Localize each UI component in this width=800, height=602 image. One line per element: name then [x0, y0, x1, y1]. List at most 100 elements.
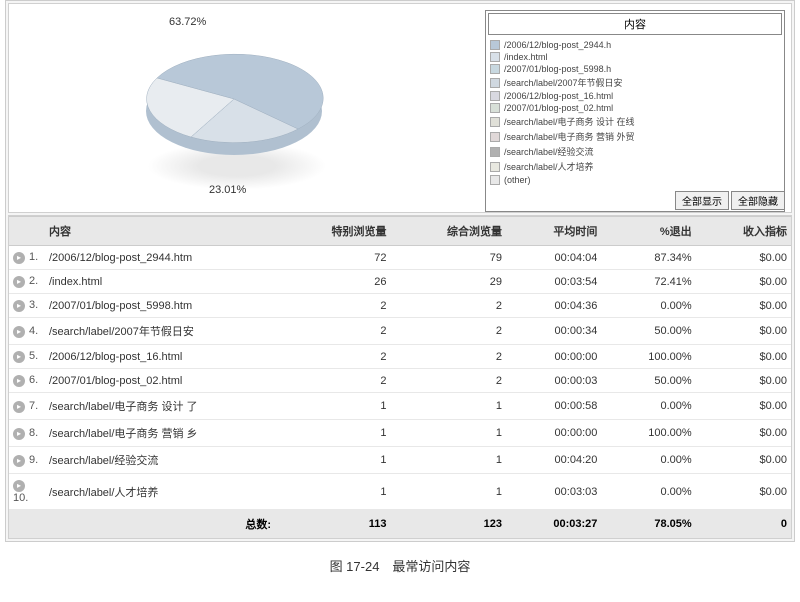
legend-item[interactable]: /search/label/电子商务 设计 在线	[490, 114, 780, 129]
legend-text: /search/label/人才培养	[504, 160, 594, 173]
row-uv: 2	[275, 345, 390, 369]
legend-text: /2006/12/blog-post_16.html	[504, 91, 613, 101]
row-index: ▸1.	[9, 246, 45, 270]
row-exit: 50.00%	[601, 369, 695, 393]
row-path[interactable]: /index.html	[45, 270, 275, 294]
legend-item[interactable]: /2007/01/blog-post_02.html	[490, 102, 780, 114]
row-path[interactable]: /search/label/经验交流	[45, 447, 275, 474]
row-index: ▸8.	[9, 420, 45, 447]
footer-rev: 0	[696, 510, 791, 539]
legend-swatch	[490, 103, 500, 113]
row-path[interactable]: /2007/01/blog-post_02.html	[45, 369, 275, 393]
expand-icon[interactable]: ▸	[13, 252, 25, 264]
row-path[interactable]: /search/label/2007年节假日安	[45, 318, 275, 345]
legend-item[interactable]: /search/label/经验交流	[490, 144, 780, 159]
row-exit: 100.00%	[601, 345, 695, 369]
table-row[interactable]: ▸9./search/label/经验交流1100:04:200.00%$0.0…	[9, 447, 791, 474]
row-tv: 1	[390, 393, 505, 420]
th-avg-time[interactable]: 平均时间	[506, 217, 601, 246]
row-exit: 100.00%	[601, 420, 695, 447]
legend-text: /2007/01/blog-post_02.html	[504, 103, 613, 113]
table-row[interactable]: ▸4./search/label/2007年节假日安2200:00:3450.0…	[9, 318, 791, 345]
row-time: 00:03:54	[506, 270, 601, 294]
table-row[interactable]: ▸5./2006/12/blog-post_16.html2200:00:001…	[9, 345, 791, 369]
row-exit: 0.00%	[601, 393, 695, 420]
row-rev: $0.00	[696, 474, 791, 510]
row-rev: $0.00	[696, 447, 791, 474]
legend-item[interactable]: /index.html	[490, 51, 780, 63]
th-unique-views[interactable]: 特别浏览量	[275, 217, 390, 246]
row-tv: 29	[390, 270, 505, 294]
table-footer-row: 总数: 113 123 00:03:27 78.05% 0	[9, 510, 791, 539]
expand-icon[interactable]: ▸	[13, 375, 25, 387]
table-row[interactable]: ▸1./2006/12/blog-post_2944.htm727900:04:…	[9, 246, 791, 270]
row-uv: 1	[275, 393, 390, 420]
legend-swatch	[490, 91, 500, 101]
row-time: 00:00:00	[506, 420, 601, 447]
th-content[interactable]: 内容	[45, 217, 275, 246]
legend-item[interactable]: /2007/01/blog-post_5998.h	[490, 63, 780, 75]
expand-icon[interactable]: ▸	[13, 428, 25, 440]
th-total-views[interactable]: 综合浏览量	[390, 217, 505, 246]
expand-icon[interactable]: ▸	[13, 300, 25, 312]
row-rev: $0.00	[696, 345, 791, 369]
footer-time: 00:03:27	[506, 510, 601, 539]
table-row[interactable]: ▸6./2007/01/blog-post_02.html2200:00:035…	[9, 369, 791, 393]
show-all-button[interactable]: 全部显示	[675, 191, 729, 210]
table-row[interactable]: ▸3./2007/01/blog-post_5998.htm2200:04:36…	[9, 294, 791, 318]
row-exit: 0.00%	[601, 294, 695, 318]
pie-svg	[139, 34, 329, 174]
table-row[interactable]: ▸10./search/label/人才培养1100:03:030.00%$0.…	[9, 474, 791, 510]
row-exit: 72.41%	[601, 270, 695, 294]
report-container: 63.72%23.01% 内容 /2006/12/blog-post_2944.…	[5, 0, 795, 542]
table-row[interactable]: ▸2./index.html262900:03:5472.41%$0.00	[9, 270, 791, 294]
row-rev: $0.00	[696, 246, 791, 270]
table-row[interactable]: ▸7./search/label/电子商务 设计 了1100:00:580.00…	[9, 393, 791, 420]
legend-swatch	[490, 132, 500, 142]
row-index: ▸5.	[9, 345, 45, 369]
row-index: ▸10.	[9, 474, 45, 510]
legend-item[interactable]: /search/label/2007年节假日安	[490, 75, 780, 90]
table-row[interactable]: ▸8./search/label/电子商务 营销 乡1100:00:00100.…	[9, 420, 791, 447]
row-rev: $0.00	[696, 369, 791, 393]
row-path[interactable]: /search/label/电子商务 营销 乡	[45, 420, 275, 447]
legend-item[interactable]: /2006/12/blog-post_2944.h	[490, 39, 780, 51]
row-time: 00:04:36	[506, 294, 601, 318]
expand-icon[interactable]: ▸	[13, 480, 25, 492]
footer-uv: 113	[275, 510, 390, 539]
data-table-panel: 内容 特别浏览量 综合浏览量 平均时间 %退出 收入指标 ▸1./2006/12…	[8, 215, 792, 539]
th-revenue[interactable]: 收入指标	[696, 217, 791, 246]
legend-item[interactable]: /search/label/电子商务 营销 外贸	[490, 129, 780, 144]
row-exit: 50.00%	[601, 318, 695, 345]
expand-icon[interactable]: ▸	[13, 276, 25, 288]
row-index: ▸2.	[9, 270, 45, 294]
data-table: 内容 特别浏览量 综合浏览量 平均时间 %退出 收入指标 ▸1./2006/12…	[9, 216, 791, 538]
row-rev: $0.00	[696, 294, 791, 318]
legend-swatch	[490, 40, 500, 50]
row-uv: 72	[275, 246, 390, 270]
row-exit: 0.00%	[601, 447, 695, 474]
expand-icon[interactable]: ▸	[13, 455, 25, 467]
expand-icon[interactable]: ▸	[13, 351, 25, 363]
expand-icon[interactable]: ▸	[13, 326, 25, 338]
row-path[interactable]: /2006/12/blog-post_2944.htm	[45, 246, 275, 270]
legend-item[interactable]: /search/label/人才培养	[490, 159, 780, 174]
hide-all-button[interactable]: 全部隐藏	[731, 191, 785, 210]
legend-item[interactable]: (other)	[490, 174, 780, 186]
row-path[interactable]: /search/label/人才培养	[45, 474, 275, 510]
row-path[interactable]: /2007/01/blog-post_5998.htm	[45, 294, 275, 318]
row-tv: 1	[390, 474, 505, 510]
row-time: 00:00:34	[506, 318, 601, 345]
th-exit-pct[interactable]: %退出	[601, 217, 695, 246]
row-exit: 87.34%	[601, 246, 695, 270]
row-time: 00:03:03	[506, 474, 601, 510]
row-rev: $0.00	[696, 270, 791, 294]
row-path[interactable]: /search/label/电子商务 设计 了	[45, 393, 275, 420]
row-time: 00:00:03	[506, 369, 601, 393]
legend-swatch	[490, 64, 500, 74]
row-time: 00:04:20	[506, 447, 601, 474]
row-path[interactable]: /2006/12/blog-post_16.html	[45, 345, 275, 369]
expand-icon[interactable]: ▸	[13, 401, 25, 413]
legend-item[interactable]: /2006/12/blog-post_16.html	[490, 90, 780, 102]
legend-text: /search/label/电子商务 设计 在线	[504, 115, 635, 128]
